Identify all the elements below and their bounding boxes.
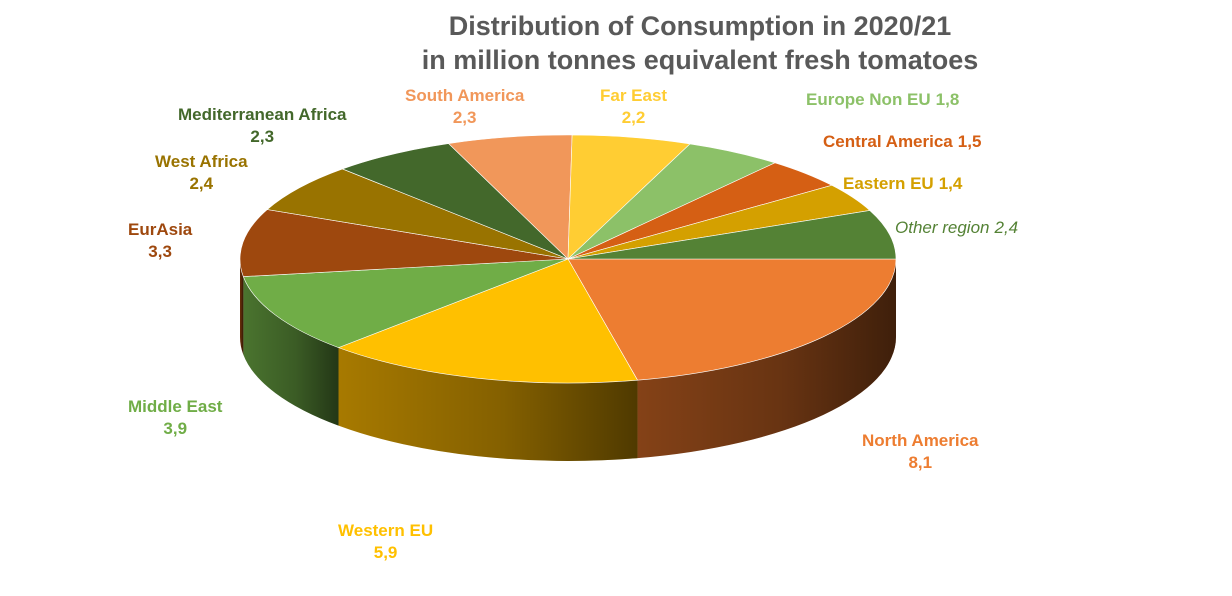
pie-side-shade-eurasia bbox=[240, 259, 244, 355]
pie-slice-north-america bbox=[567, 258, 897, 381]
data-label-middle-east: Middle East 3,9 bbox=[128, 397, 223, 438]
pie-slice-south-america bbox=[447, 134, 573, 260]
pie-side-shade-western-eu bbox=[338, 347, 638, 462]
data-label-western-eu: Western EU 5,9 bbox=[338, 521, 434, 562]
data-label-far-east: Far East 2,2 bbox=[600, 86, 668, 127]
data-label-eurasia: EurAsia 3,3 bbox=[128, 220, 193, 261]
pie-slice-other-region bbox=[567, 210, 897, 260]
data-label-eastern-eu: Eastern EU 1,4 bbox=[843, 174, 963, 193]
data-label-central-america: Central America 1,5 bbox=[823, 132, 982, 151]
pie-slice-west-africa bbox=[266, 168, 569, 260]
data-label-other-region: Other region 2,4 bbox=[895, 218, 1019, 237]
data-label-north-america: North America 8,1 bbox=[862, 431, 979, 472]
pie-slice-western-eu bbox=[337, 258, 639, 384]
data-label-mediterranean-africa: Mediterranean Africa 2,3 bbox=[178, 105, 347, 146]
pie-slice-mediterranean-africa bbox=[341, 143, 569, 260]
chart-subtitle: in million tonnes equivalent fresh tomat… bbox=[421, 45, 979, 75]
data-label-west-africa: West Africa 2,4 bbox=[155, 152, 248, 193]
pie-slice-far-east bbox=[567, 134, 691, 260]
pie-side-shade-middle-east bbox=[243, 276, 339, 426]
data-label-south-america: South America 2,3 bbox=[405, 86, 525, 127]
chart-title: Distribution of Consumption in 2020/21 bbox=[448, 11, 952, 41]
data-label-europe-non-eu: Europe Non EU 1,8 bbox=[806, 90, 960, 109]
pie-slice-eurasia bbox=[239, 209, 569, 277]
pie-slice-middle-east bbox=[242, 258, 569, 348]
pie-side-shade-north-america bbox=[637, 259, 896, 459]
